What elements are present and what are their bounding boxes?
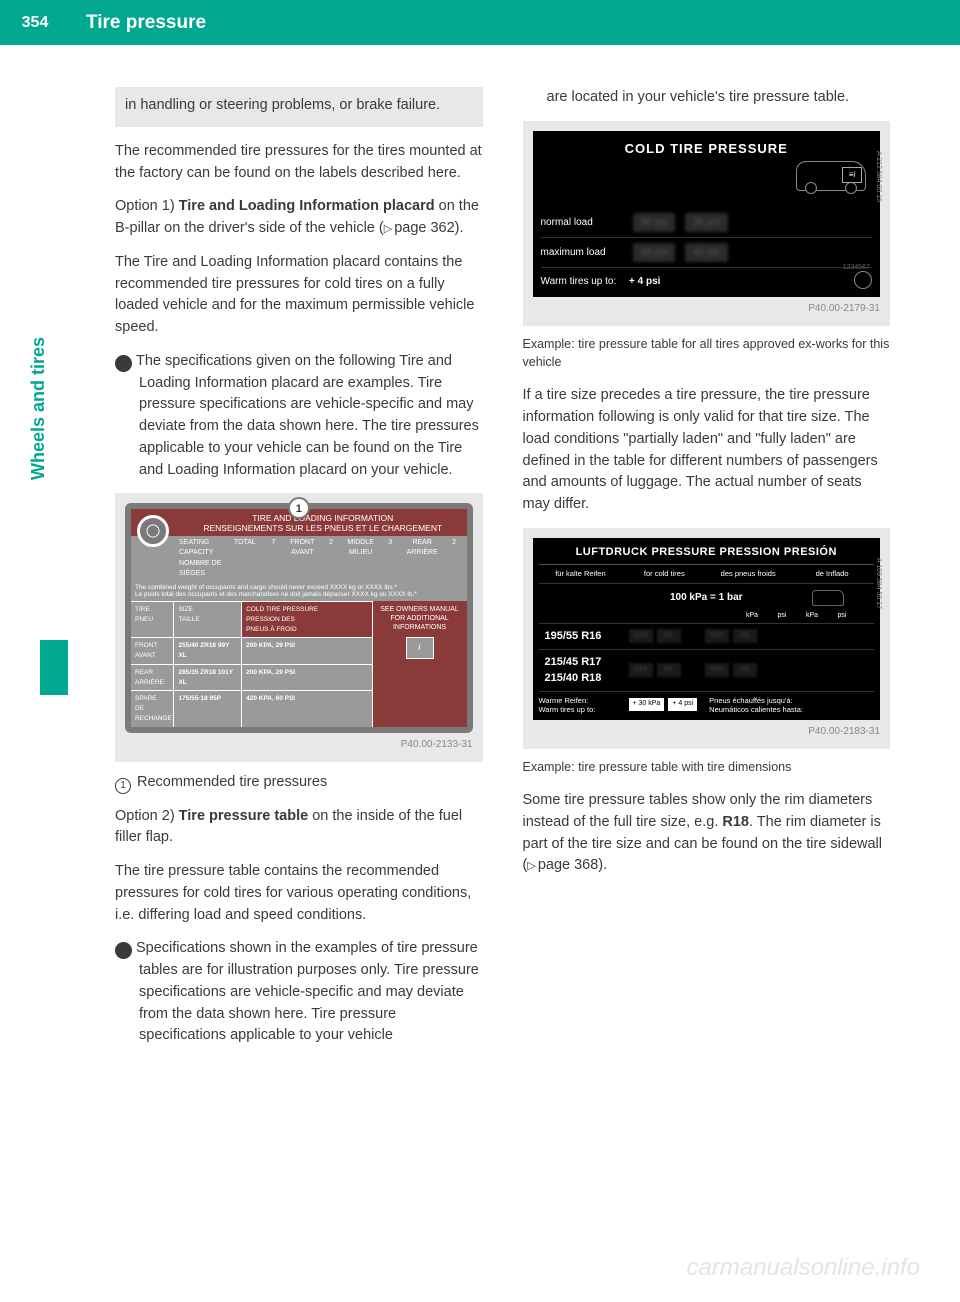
para-intro: The recommended tire pressures for the t… [115,141,483,185]
info-note-1: iThe specifications given on the followi… [115,351,483,482]
side-tab-marker [40,640,68,695]
luftdruck-figure: A 169 584 50 17 LUFTDRUCK PRESSURE PRESS… [523,528,891,749]
watermark: carmanualsonline.info [687,1254,920,1282]
placard-note: The combined weight of occupants and car… [131,582,467,602]
car-mini-icon [812,590,844,606]
warning-text: in handling or steering problems, or bra… [125,97,440,113]
placard-manual: SEE OWNERS MANUAL FOR ADDITIONAL INFORMA… [373,601,467,727]
page-header: 354 Tire pressure [0,0,960,45]
pressure-value: 30 psi [633,213,676,232]
callout-number-icon: 1 [115,778,131,794]
para-rim-diameter: Some tire pressure tables show only the … [523,790,891,877]
info-note-2-cont: are located in your vehicle's tire press… [523,87,891,109]
luft-footer: Warme Reifen: Warm tires up to: + 30 kPa… [539,691,875,714]
para-option2: Option 2) Tire pressure table on the ins… [115,806,483,850]
xref-icon [527,857,537,873]
content-area: in handling or steering problems, or bra… [0,45,960,1059]
luft-row-2: 215/45 R17 215/40 R18 XXXXX XXXXX [539,649,875,691]
pressure-value: 35 psi [685,213,728,232]
luftdruck-display: A 169 584 50 17 LUFTDRUCK PRESSURE PRESS… [533,538,881,720]
info-note-2: iSpecifications shown in the examples of… [115,938,483,1047]
normal-load-row: normal load 30 psi 35 psi [541,208,873,238]
cold-tire-figure: A 212 584 00 15 COLD TIRE PRESSURE ≡i no… [523,121,891,327]
luft-row-1: 195/55 R16 XXXXX XXXXX [539,623,875,649]
xref-icon [384,220,394,236]
side-part-code: A 212 584 00 15 [873,151,884,202]
info-icon: i [115,355,132,372]
right-column: are located in your vehicle's tire press… [523,87,891,1059]
cold-tire-display: A 212 584 00 15 COLD TIRE PRESSURE ≡i no… [533,131,881,298]
placard-seating: SEATING CAPACITY NOMBRE DE SIÈGES TOTAL … [131,536,467,582]
left-column: in handling or steering problems, or bra… [115,87,483,1059]
caption-1: Example: tire pressure table for all tir… [523,336,891,371]
para-tire-size: If a tire size precedes a tire pressure,… [523,385,891,516]
callout-1-label: 1Recommended tire pressures [115,772,483,794]
para-placard-desc: The Tire and Loading Information placard… [115,252,483,339]
page-number: 354 [0,0,70,45]
figure-code-1: P40.00-2133-31 [125,737,473,752]
placard-graphic: 1 TIRE AND LOADING INFORMATION RENSEIGNE… [125,503,473,732]
placard-figure: 1 TIRE AND LOADING INFORMATION RENSEIGNE… [115,493,483,761]
placard-table: TIRE PNEU SIZE TAILLE COLD TIRE PRESSURE… [131,601,467,727]
figure-code-3: P40.00-2183-31 [533,724,881,739]
luft-title: LUFTDRUCK PRESSURE PRESSION PRESIÓN [539,544,875,566]
pressure-value: 42 psi [685,243,728,262]
callout-1-marker: 1 [288,497,310,519]
side-part-code: A 169 584 50 17 [873,558,884,609]
warning-box: in handling or steering problems, or bra… [115,87,483,127]
luft-units: kPa psi kPa psi [539,611,875,624]
warm-tires-row: Warm tires up to: + 4 psi [541,268,873,289]
wheel-icon [137,515,169,547]
luft-subtitle: für kalte Reifen for cold tires des pneu… [539,565,875,583]
manual-icon [406,637,434,659]
pressure-value: 33 psi [633,243,676,262]
info-icon: i [115,942,132,959]
page-title: Tire pressure [70,0,960,45]
car-info-icon: ≡i [842,167,862,183]
para-table-desc: The tire pressure table contains the rec… [115,861,483,926]
figure-code-2: P40.00-2179-31 [533,301,881,316]
para-option1: Option 1) Tire and Loading Information p… [115,196,483,240]
caption-2: Example: tire pressure table with tire d… [523,759,891,777]
side-tab-label: Wheels and tires [28,337,49,480]
max-load-row: maximum load 33 psi 42 psi [541,238,873,268]
